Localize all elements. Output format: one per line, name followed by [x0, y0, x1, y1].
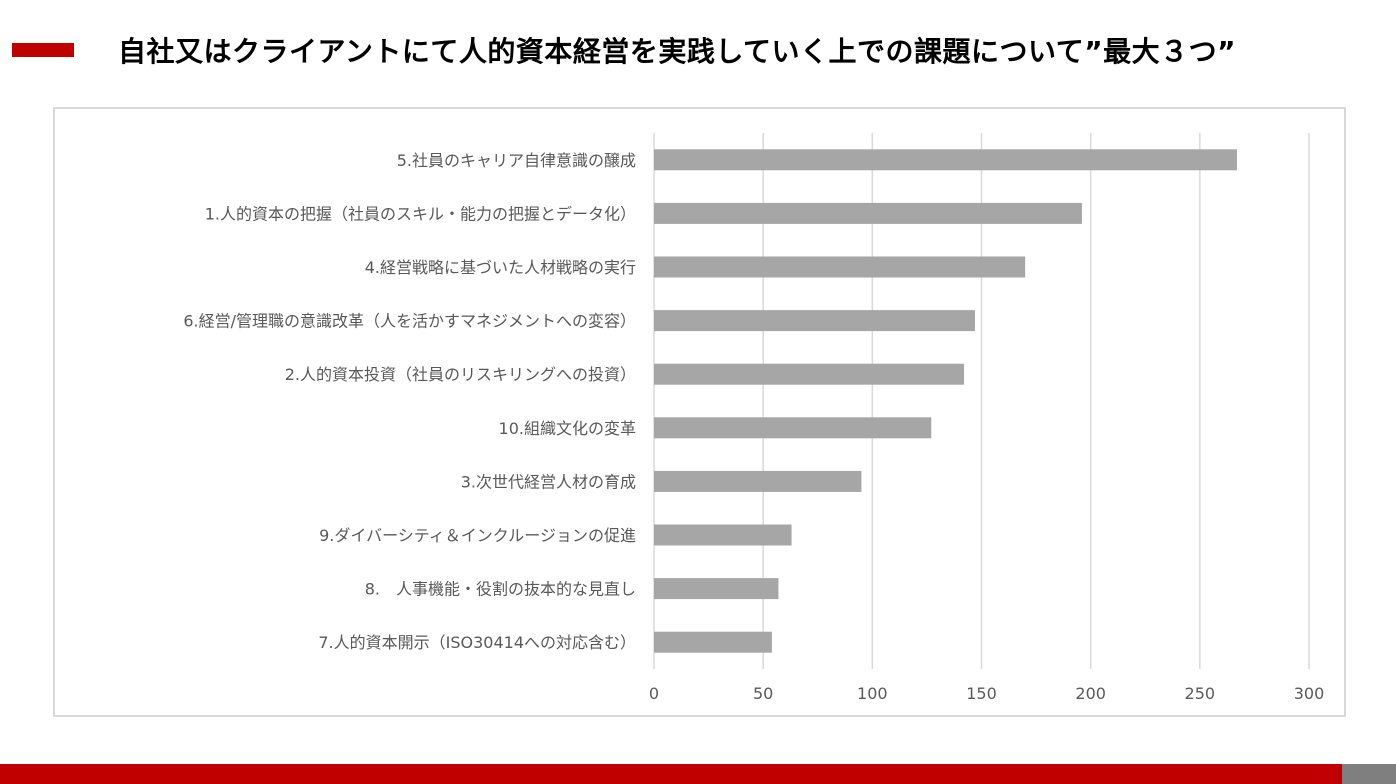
- bar: [654, 202, 1082, 224]
- bar: [654, 524, 792, 546]
- horizontal-bar-chart: 0 50 100 150 200 250 300 5.社員のキャリア自律意識の醸成 1.人的資本…: [183, 133, 1325, 703]
- x-tick-label: 300: [1294, 684, 1325, 703]
- slide-title: 自社又はクライアントにて人的資本経営を実践していく上での課題について”最大３つ”: [118, 35, 1237, 68]
- x-tick-label: 200: [1075, 684, 1106, 703]
- bar: [654, 631, 772, 653]
- x-tick-label: 100: [857, 684, 888, 703]
- category-label: 1.人的資本の把握（社員のスキル・能力の把握とデータ化）: [205, 204, 636, 223]
- bar: [654, 578, 779, 600]
- title-accent-bar: [12, 43, 74, 57]
- bar: [654, 363, 965, 385]
- category-label: 9.ダイバーシティ＆インクルージョンの促進: [319, 526, 636, 545]
- category-label: 7.人的資本開示（ISO30414への対応含む）: [318, 633, 636, 652]
- x-tick-label: 250: [1185, 684, 1216, 703]
- x-tick-label: 0: [649, 684, 659, 703]
- bar: [654, 256, 1026, 278]
- x-tick-label: 150: [966, 684, 997, 703]
- category-label: 8. 人事機能・役割の抜本的な見直し: [365, 580, 636, 599]
- category-label: 6.経営/管理職の意識改革（人を活かすマネジメントへの変容）: [183, 312, 636, 331]
- bar: [654, 149, 1237, 171]
- bar: [654, 310, 975, 332]
- x-tick-label: 50: [753, 684, 773, 703]
- category-label: 3.次世代経営人材の育成: [461, 472, 636, 491]
- category-label: 10.組織文化の変革: [499, 419, 636, 438]
- footer-accent-bar: [0, 764, 1342, 784]
- category-label: 4.経営戦略に基づいた人材戦略の実行: [365, 258, 636, 277]
- bar: [654, 470, 862, 492]
- category-label: 5.社員のキャリア自律意識の醸成: [397, 151, 636, 170]
- bar: [654, 417, 932, 439]
- chart-frame: 0 50 100 150 200 250 300 5.社員のキャリア自律意識の醸成 1.人的資本…: [53, 107, 1346, 717]
- footer-page-block: [1342, 764, 1396, 784]
- category-label: 2.人的資本投資（社員のリスキリングへの投資）: [285, 365, 636, 384]
